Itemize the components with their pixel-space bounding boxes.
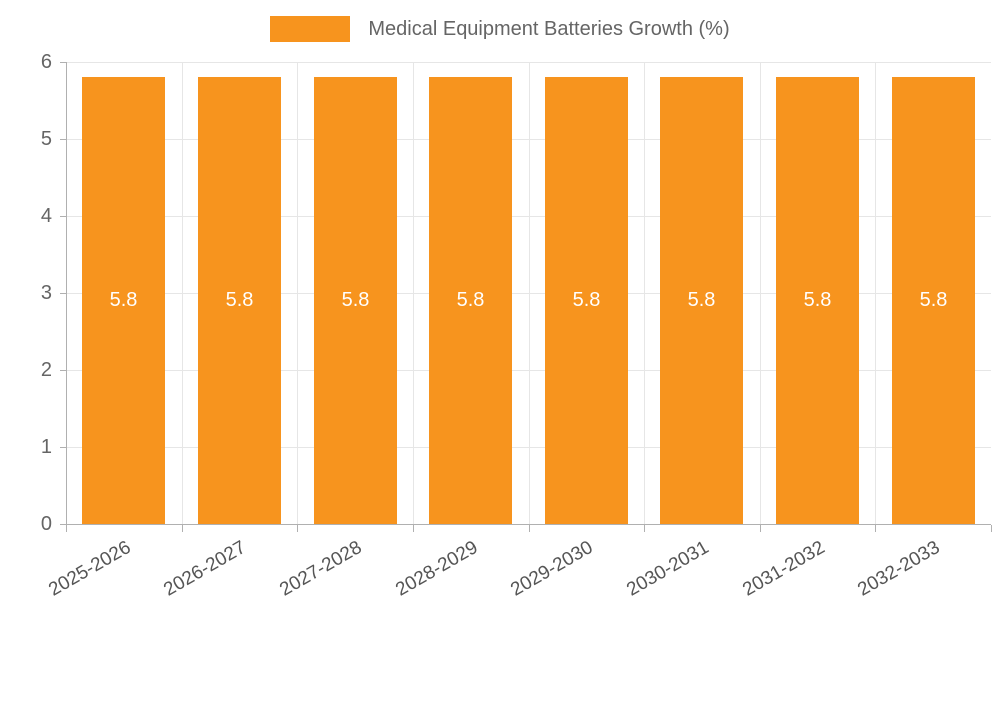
x-axis-spine <box>66 524 991 525</box>
gridline-horizontal <box>66 139 991 140</box>
x-axis-tick-mark <box>875 525 876 532</box>
y-axis: 0 1 2 3 4 5 6 <box>0 0 66 600</box>
x-axis-tick-mark <box>182 525 183 532</box>
bar[interactable] <box>314 77 397 524</box>
bar[interactable] <box>82 77 165 524</box>
gridline-vertical <box>182 62 183 524</box>
gridline-vertical <box>875 62 876 524</box>
x-axis-tick-mark <box>66 525 67 532</box>
gridline-vertical <box>413 62 414 524</box>
y-axis-tick-label: 4 <box>40 205 52 227</box>
gridline-vertical <box>644 62 645 524</box>
gridline-horizontal <box>66 293 991 294</box>
bar[interactable] <box>776 77 859 524</box>
x-axis-tick-mark <box>760 525 761 532</box>
y-axis-tick-mark <box>60 293 66 294</box>
plot-area: 5.8 5.8 5.8 5.8 5.8 5.8 5.8 5.8 <box>66 62 991 525</box>
x-axis-tick-mark <box>297 525 298 532</box>
y-axis-tick-label: 1 <box>40 436 52 458</box>
y-axis-tick-mark <box>60 216 66 217</box>
gridline-horizontal <box>66 447 991 448</box>
y-axis-tick-label: 5 <box>40 128 52 150</box>
y-axis-tick-mark <box>60 139 66 140</box>
y-axis-tick-mark <box>60 447 66 448</box>
bar-chart: Medical Equipment Batteries Growth (%) 0… <box>0 0 1000 601</box>
y-axis-tick-mark <box>60 370 66 371</box>
gridline-horizontal <box>66 62 991 63</box>
gridline-horizontal <box>66 370 991 371</box>
y-axis-tick-label: 3 <box>40 282 52 304</box>
x-axis-tick-mark <box>991 525 992 532</box>
gridline-vertical <box>529 62 530 524</box>
legend-item-medical-equipment-batteries-growth[interactable]: Medical Equipment Batteries Growth (%) <box>270 16 730 42</box>
x-axis-tick-mark <box>529 525 530 532</box>
x-axis-tick-mark <box>413 525 414 532</box>
bar[interactable] <box>545 77 628 524</box>
bar[interactable] <box>198 77 281 524</box>
y-axis-tick-label: 6 <box>40 51 52 73</box>
x-axis-tick-mark <box>644 525 645 532</box>
gridline-vertical <box>297 62 298 524</box>
bar[interactable] <box>660 77 743 524</box>
bar[interactable] <box>429 77 512 524</box>
y-axis-spine <box>66 62 67 525</box>
legend-color-swatch-icon <box>270 16 351 42</box>
y-axis-tick-mark <box>60 524 66 525</box>
y-axis-tick-mark <box>60 62 66 63</box>
y-axis-tick-label: 2 <box>40 359 52 381</box>
chart-legend: Medical Equipment Batteries Growth (%) <box>0 12 1000 46</box>
bar[interactable] <box>892 77 975 524</box>
gridline-horizontal <box>66 216 991 217</box>
y-axis-tick-label: 0 <box>40 513 52 535</box>
gridline-vertical <box>760 62 761 524</box>
legend-item-label: Medical Equipment Batteries Growth (%) <box>368 18 730 40</box>
